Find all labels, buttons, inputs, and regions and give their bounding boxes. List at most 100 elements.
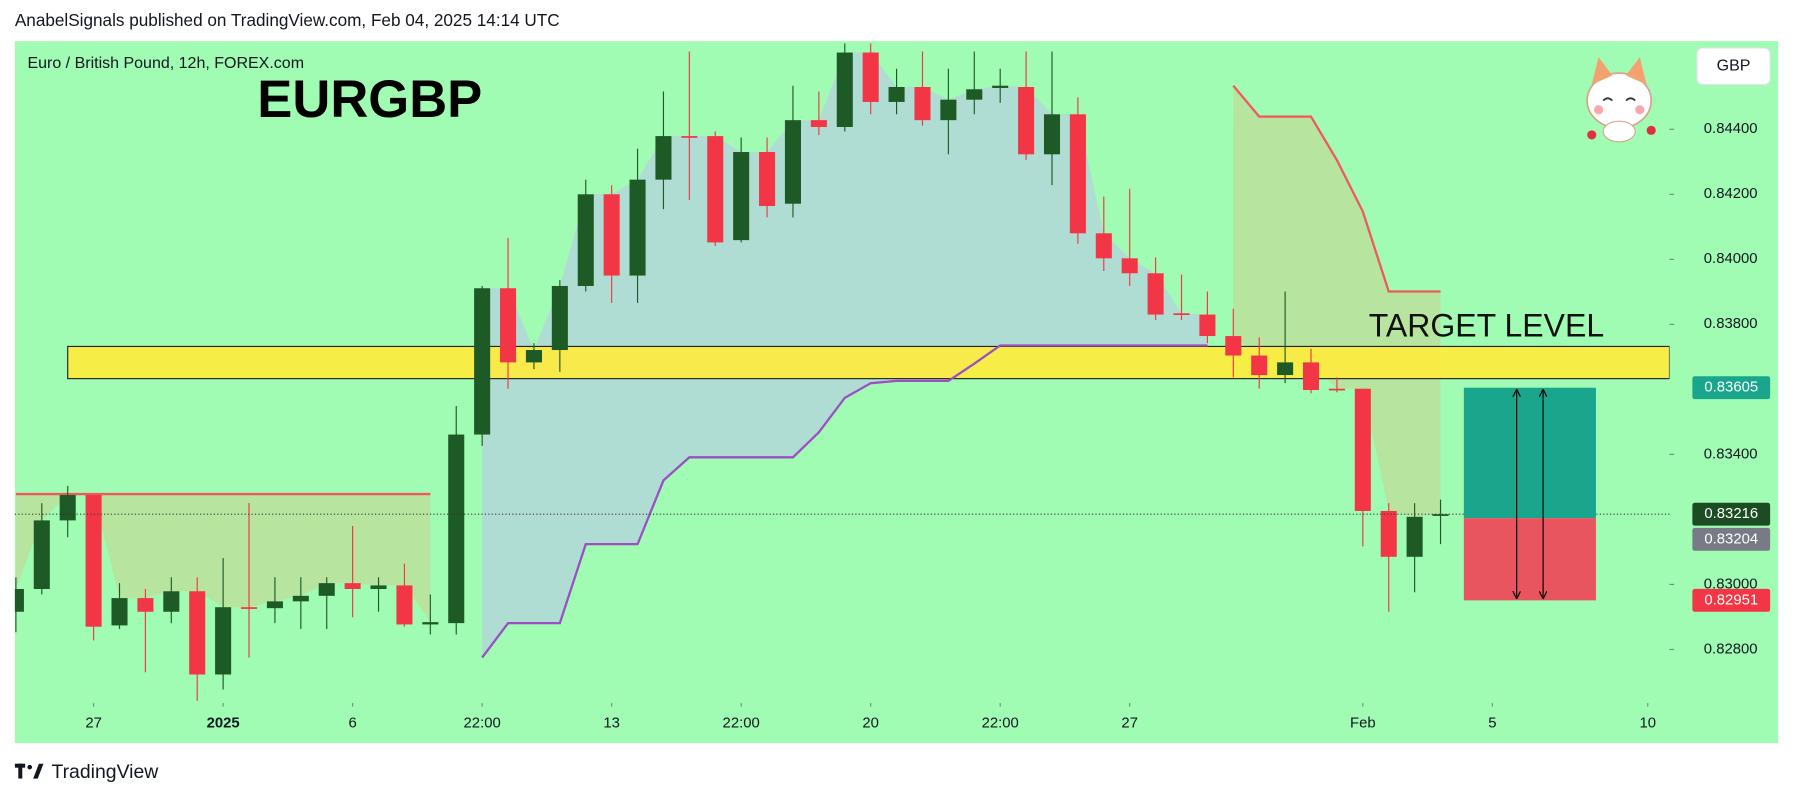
mascot-heart [1646, 125, 1656, 135]
y-tick-label: 0.83400 [1704, 446, 1758, 462]
footer-logo [14, 763, 44, 779]
candle-body [551, 285, 568, 351]
x-tick-label: 10 [1639, 716, 1656, 732]
y-tick-label: 0.83000 [1704, 576, 1758, 592]
overlay-layer: TARGET LEVEL [14, 308, 1670, 601]
candle-body [292, 595, 309, 602]
candle-body [59, 495, 76, 521]
x-tick-label: 20 [862, 716, 879, 732]
mascot-eyes [1602, 97, 1636, 102]
x-tick-label: 27 [1121, 716, 1138, 732]
candle-body [1354, 388, 1371, 511]
x-tick-label: 5 [1488, 716, 1496, 732]
currency-label[interactable]: GBP [1717, 58, 1751, 75]
x-tick-label: 22:00 [723, 716, 760, 732]
candle-body [862, 52, 879, 102]
stop-price-label: 0.82951 [1704, 592, 1758, 608]
candle-body [992, 85, 1009, 88]
candle-body [836, 52, 853, 127]
candle-body [629, 179, 646, 276]
candle-body [189, 591, 206, 675]
publish-header: AnabelSignals published on TradingView.c… [15, 10, 560, 30]
logo-part [33, 763, 44, 779]
candle-body [448, 434, 465, 624]
candle-body [33, 520, 50, 589]
indicator-line [481, 344, 1208, 659]
mascot-heart [1587, 130, 1597, 140]
candle-body [681, 136, 698, 138]
stop-price-label-box [1692, 588, 1771, 612]
entry-price-label-box [1692, 527, 1771, 551]
target-zone [67, 345, 1670, 380]
symbol-label: Euro / British Pound, 12h, FOREX.com [27, 55, 304, 72]
candle-body [784, 120, 801, 204]
candle-body [1069, 114, 1086, 234]
candle-body [1225, 336, 1242, 356]
logo-part [18, 763, 23, 779]
candle-body [1095, 233, 1112, 259]
candle-body [137, 598, 154, 612]
candle-body [1406, 516, 1423, 557]
candle-body [215, 607, 232, 675]
candle-body [14, 588, 24, 612]
candle-body [603, 194, 620, 276]
x-tick-label: 13 [603, 716, 620, 732]
entry-price-label: 0.83204 [1704, 531, 1758, 547]
x-tick-label: 27 [85, 716, 102, 732]
candle-body [1328, 388, 1345, 391]
zone-label: TARGET LEVEL [1369, 308, 1604, 344]
currency-button[interactable] [1696, 47, 1771, 86]
candle-body [1173, 313, 1190, 316]
candle-body [733, 152, 750, 241]
logo-part [27, 764, 33, 770]
candle-body [474, 288, 491, 435]
candle-body [318, 583, 335, 596]
candle-body [396, 585, 413, 625]
candle-body [500, 288, 517, 363]
candle-body [370, 585, 387, 589]
y-tick-label: 0.82800 [1704, 641, 1758, 657]
candle-body [966, 89, 983, 100]
axis-layer: 0.84400 0.84200 0.84000 0.83800 0.83400 0.830… [85, 121, 1771, 732]
candle-body [266, 601, 283, 609]
candle-body [344, 583, 361, 589]
candle-body [655, 136, 672, 180]
y-tick-label: 0.84400 [1704, 121, 1758, 137]
mascot-cheek [1594, 105, 1604, 115]
y-tick-label: 0.83800 [1704, 316, 1758, 332]
position-profit [1463, 387, 1596, 519]
y-tick-label: 0.84000 [1704, 251, 1758, 267]
candle-body [810, 120, 827, 127]
target-price-label-box [1692, 376, 1771, 400]
indicator-line [1232, 84, 1441, 293]
candle-body [525, 350, 542, 363]
lines-layer [15, 84, 1441, 659]
candle-body [85, 495, 102, 627]
candle-body [111, 598, 128, 626]
candle-body [888, 86, 905, 102]
x-tick-label: Feb [1350, 716, 1376, 732]
x-tick-label: 6 [348, 716, 356, 732]
candle-body [1251, 355, 1268, 376]
candle-body [759, 152, 776, 206]
zone-layer [67, 345, 1670, 380]
x-tick-label: 22:00 [464, 716, 501, 732]
mascot-body [1602, 120, 1636, 143]
candle-body [1121, 258, 1138, 274]
candle-body [163, 591, 180, 612]
candle-body [1302, 362, 1320, 391]
candle-body [1018, 86, 1035, 155]
candle-body [1380, 510, 1397, 557]
target-price-label: 0.83605 [1704, 380, 1758, 396]
candle-body [1277, 362, 1294, 376]
candle-body [914, 86, 931, 121]
candle-body [1147, 273, 1164, 315]
candles-layer [14, 43, 1449, 701]
candle-body [1432, 514, 1449, 516]
footer-brand: TradingView [51, 761, 159, 783]
candle-body [422, 622, 439, 625]
candle-body [707, 136, 724, 243]
mascot-cheek [1635, 105, 1645, 115]
